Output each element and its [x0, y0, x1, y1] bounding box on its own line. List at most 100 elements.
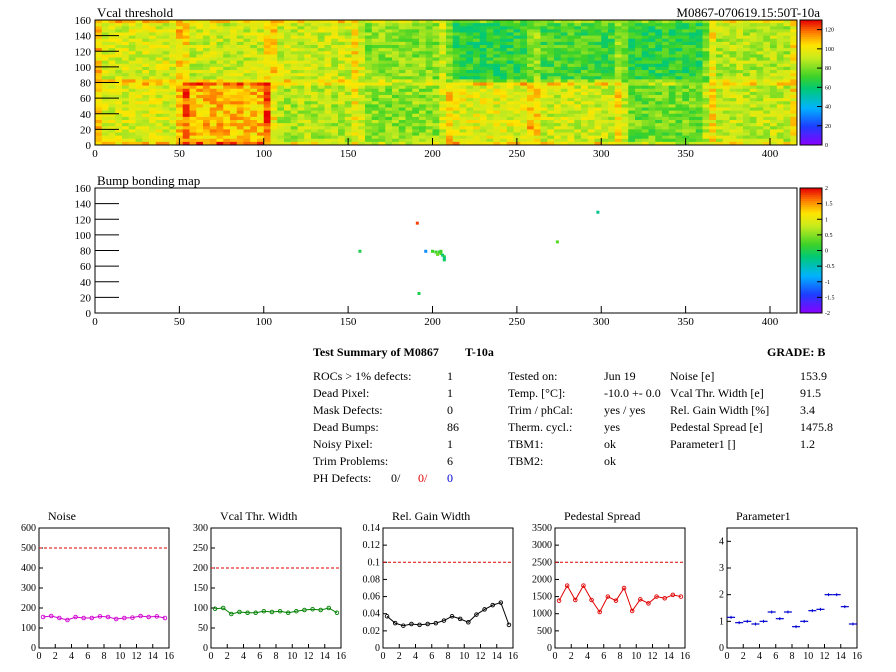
- vcal-cell: [702, 126, 710, 130]
- vcal-cell: [776, 38, 784, 43]
- vcal-cell: [466, 135, 474, 140]
- vcal-cell: [695, 32, 703, 37]
- vcal-cell: [648, 66, 656, 71]
- vcal-cell: [695, 141, 703, 146]
- vcal-cell: [479, 20, 487, 24]
- vcal-cell: [304, 70, 312, 74]
- vcal-cell: [223, 110, 231, 115]
- vcal-cell: [101, 29, 109, 33]
- plot-3-y-tick-label: 0.12: [363, 540, 381, 551]
- vcal-cell: [513, 129, 521, 133]
- vcal-cell: [621, 32, 629, 37]
- vcal-cell: [378, 113, 386, 118]
- vcal-cell: [709, 73, 717, 77]
- vcal-cell: [641, 107, 649, 112]
- vcal-cell: [601, 38, 609, 43]
- vcal-cell: [277, 57, 285, 62]
- vcal-cell: [371, 45, 379, 49]
- vcal-cell: [520, 35, 528, 40]
- vcal-cell: [668, 95, 676, 99]
- vcal-cell: [560, 101, 568, 105]
- vcal-cell: [176, 38, 184, 43]
- bump-palette-cell: [800, 252, 822, 256]
- vcal-cell: [297, 104, 305, 108]
- vcal-cell: [783, 54, 791, 58]
- vcal-cell: [635, 116, 643, 121]
- vcal-cell: [169, 85, 177, 90]
- vcal-cell: [169, 60, 177, 65]
- vcal-cell: [581, 129, 589, 133]
- vcal-cell: [135, 60, 143, 65]
- vcal-cell: [547, 104, 555, 108]
- vcal-cell: [412, 141, 420, 146]
- plot-2-x-tick-label: 14: [320, 651, 330, 662]
- vcal-cell: [338, 113, 346, 118]
- vcal-cell: [331, 123, 339, 127]
- vcal-cell: [351, 66, 359, 71]
- vcal-cell: [297, 57, 305, 62]
- vcal-cell: [155, 98, 163, 102]
- vcal-cell: [621, 66, 629, 71]
- vcal-cell: [297, 120, 305, 124]
- vcal-cell: [554, 141, 562, 146]
- vcal-cell: [587, 35, 595, 40]
- vcal-cell: [513, 20, 521, 24]
- vcal-cell: [338, 54, 346, 58]
- vcal-cell: [695, 91, 703, 96]
- vcal-cell: [608, 82, 616, 87]
- vcal-cell: [257, 76, 265, 80]
- vcal-cell: [297, 82, 305, 87]
- vcal-cell: [155, 54, 163, 58]
- vcal-cell: [459, 29, 467, 33]
- vcal-cell: [756, 32, 764, 37]
- vcal-cell: [338, 79, 346, 83]
- vcal-cell: [682, 20, 690, 24]
- vcal-cell: [716, 120, 724, 124]
- vcal-cell: [230, 45, 238, 49]
- vcal-cell: [304, 126, 312, 130]
- vcal-cell: [682, 135, 690, 140]
- vcal-cell: [101, 91, 109, 96]
- vcal-cell: [277, 138, 285, 143]
- vcal-cell: [419, 32, 427, 37]
- vcal-cell: [277, 123, 285, 127]
- vcal-cell: [574, 20, 582, 24]
- vcal-cell: [540, 113, 548, 118]
- vcal-cell: [324, 101, 332, 105]
- bump-palette-tick-label: -1: [825, 280, 830, 286]
- vcal-cell: [655, 26, 663, 30]
- vcal-cell: [203, 95, 211, 99]
- vcal-cell: [122, 45, 130, 49]
- vcal-cell: [635, 101, 643, 105]
- vcal-cell: [284, 32, 292, 37]
- vcal-cell: [209, 101, 217, 105]
- vcal-cell: [331, 141, 339, 146]
- vcal-cell: [574, 101, 582, 105]
- vcal-cell: [520, 26, 528, 30]
- vcal-cell: [547, 45, 555, 49]
- vcal-cell: [486, 141, 494, 146]
- vcal-cell: [378, 120, 386, 124]
- vcal-cell: [594, 32, 602, 37]
- vcal-cell: [716, 38, 724, 43]
- vcal-cell: [365, 73, 373, 77]
- vcal-cell: [398, 57, 406, 62]
- vcal-cell: [162, 126, 170, 130]
- vcal-cell: [749, 48, 757, 52]
- vcal-cell: [344, 107, 352, 112]
- vcal-cell: [763, 41, 771, 46]
- vcal-cell: [446, 135, 454, 140]
- plot-1-title: Noise: [48, 509, 76, 523]
- vcal-cell: [621, 76, 629, 80]
- vcal-cell: [473, 41, 481, 46]
- vcal-cell: [500, 23, 508, 27]
- vcal-cell: [560, 138, 568, 143]
- plot-1-point: [146, 614, 151, 620]
- vcal-cell: [783, 32, 791, 37]
- vcal-cell: [695, 73, 703, 77]
- vcal-cell: [533, 26, 541, 30]
- vcal-cell: [378, 116, 386, 121]
- vcal-cell: [479, 51, 487, 55]
- plot-2-point: [277, 608, 283, 614]
- vcal-cell: [783, 138, 791, 143]
